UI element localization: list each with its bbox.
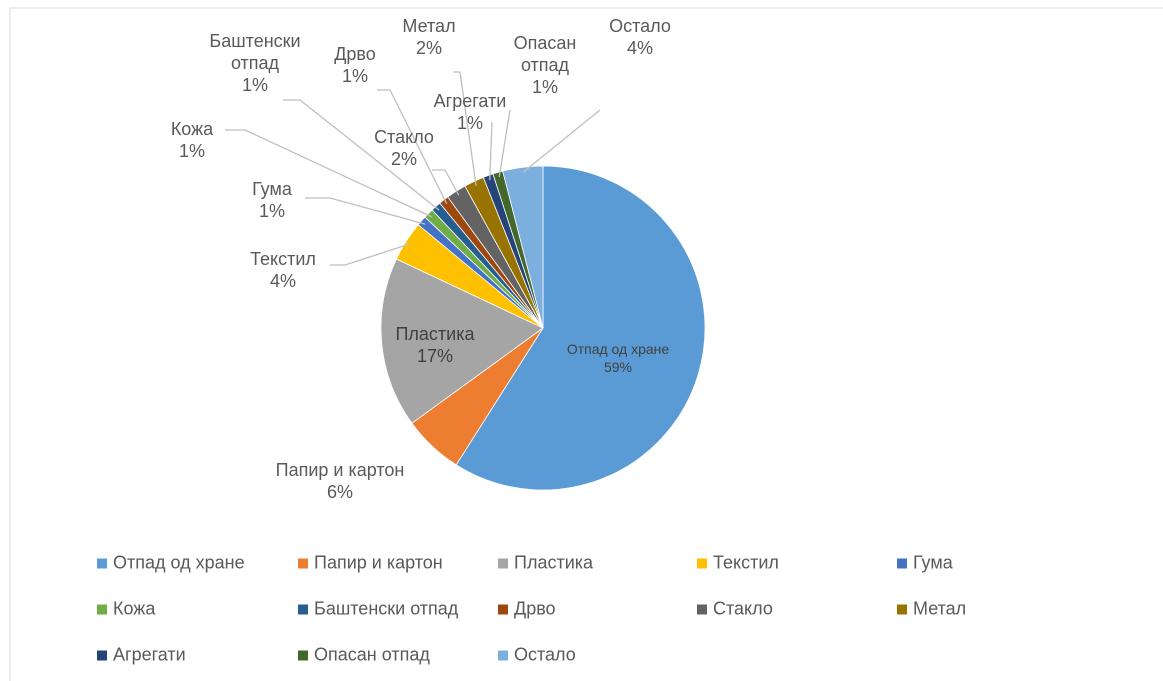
label-value: 2% [415, 38, 442, 58]
label-value: 1% [241, 75, 268, 95]
legend-swatch [897, 604, 907, 615]
data-label: Кожа 1% [152, 118, 232, 162]
legend-label: Опасан отпад [314, 644, 430, 665]
leader-line [432, 169, 460, 196]
label-value: 4% [626, 38, 653, 58]
data-label: Баштенски отпад 1% [200, 30, 310, 96]
label-name: Пластика [395, 324, 475, 344]
legend-item: Остало [498, 645, 576, 666]
label-name: Отпад од хране [566, 341, 670, 357]
legend-label: Текстил [713, 552, 779, 573]
legend-label: Метал [913, 598, 967, 619]
data-label: Дрво 1% [325, 43, 385, 87]
leader-line [225, 129, 433, 218]
label-value: 1% [456, 113, 483, 133]
data-label: Пластика 17% [375, 323, 495, 367]
data-label: Папир и картон 6% [240, 459, 440, 503]
data-label: Метал 2% [394, 15, 464, 59]
label-name: Опасан отпад [513, 33, 577, 75]
legend-item: Дрво [498, 599, 556, 620]
leader-line [453, 71, 477, 186]
label-name: Стакло [374, 127, 434, 147]
legend-swatch [298, 604, 308, 615]
legend-item: Баштенски отпад [298, 599, 458, 620]
legend-label: Стакло [713, 598, 773, 619]
data-label: Остало 4% [600, 15, 680, 59]
leader-line [522, 109, 601, 173]
legend-label: Агрегати [113, 644, 186, 665]
label-value: 1% [178, 141, 205, 161]
legend-swatch [298, 650, 308, 661]
legend-swatch [498, 558, 508, 569]
leader-line [377, 89, 448, 205]
label-value: 1% [341, 66, 368, 86]
legend-item: Папир и картон [298, 553, 443, 574]
label-name: Остало [609, 16, 671, 36]
label-value: 1% [531, 77, 558, 97]
data-label: Текстил 4% [233, 248, 333, 292]
chart-border [9, 7, 1163, 681]
legend-item: Гума [897, 553, 953, 574]
leader-line [330, 243, 411, 266]
leader-line [283, 99, 440, 211]
data-label: Опасан отпад 1% [505, 32, 585, 98]
legend-swatch [498, 650, 508, 661]
legend-swatch [97, 650, 107, 661]
legend-swatch [97, 604, 107, 615]
legend-label: Остало [514, 644, 576, 665]
legend-label: Кожа [113, 598, 156, 619]
legend-swatch [298, 558, 308, 569]
legend-swatch [697, 558, 707, 569]
pie-slice [455, 165, 706, 491]
legend-swatch [97, 558, 107, 569]
pie-slice [502, 165, 544, 329]
leader-line [498, 109, 511, 178]
data-label: Стакло 2% [364, 126, 444, 170]
legend-item: Отпад од хране [97, 553, 245, 574]
legend-item: Стакло [697, 599, 773, 620]
pie-slice [380, 258, 544, 424]
label-name: Дрво [334, 44, 376, 64]
legend-label: Баштенски отпад [314, 598, 459, 619]
label-value: 17% [416, 346, 454, 366]
data-label: Гума 1% [232, 178, 312, 222]
legend-label: Папир и картон [314, 552, 443, 573]
legend-item: Пластика [498, 553, 593, 574]
legend-swatch [697, 604, 707, 615]
label-name: Агрегати [433, 91, 507, 111]
data-label: Агрегати 1% [420, 90, 520, 134]
legend-label: Отпад од хране [113, 552, 245, 573]
leader-line [305, 197, 426, 225]
label-name: Метал [402, 16, 456, 36]
legend-swatch [897, 558, 907, 569]
label-name: Текстил [250, 249, 316, 269]
data-label: Отпад од хране 59% [538, 340, 698, 376]
label-name: Баштенски отпад [209, 31, 301, 73]
label-value: 1% [258, 201, 285, 221]
legend-label: Дрво [514, 598, 556, 619]
label-value: 4% [269, 271, 296, 291]
legend-item: Кожа [97, 599, 155, 620]
legend-item: Метал [897, 599, 966, 620]
label-name: Гума [252, 179, 292, 199]
label-value: 59% [603, 359, 633, 375]
legend-item: Агрегати [97, 645, 186, 666]
leader-line [489, 121, 493, 181]
legend-item: Опасан отпад [298, 645, 430, 666]
legend-swatch [498, 604, 508, 615]
legend-item: Текстил [697, 553, 779, 574]
label-name: Кожа [170, 119, 214, 139]
legend-label: Пластика [514, 552, 594, 573]
label-name: Папир и картон [275, 460, 405, 480]
legend-label: Гума [913, 552, 953, 573]
label-value: 6% [326, 482, 353, 502]
label-value: 2% [390, 149, 417, 169]
